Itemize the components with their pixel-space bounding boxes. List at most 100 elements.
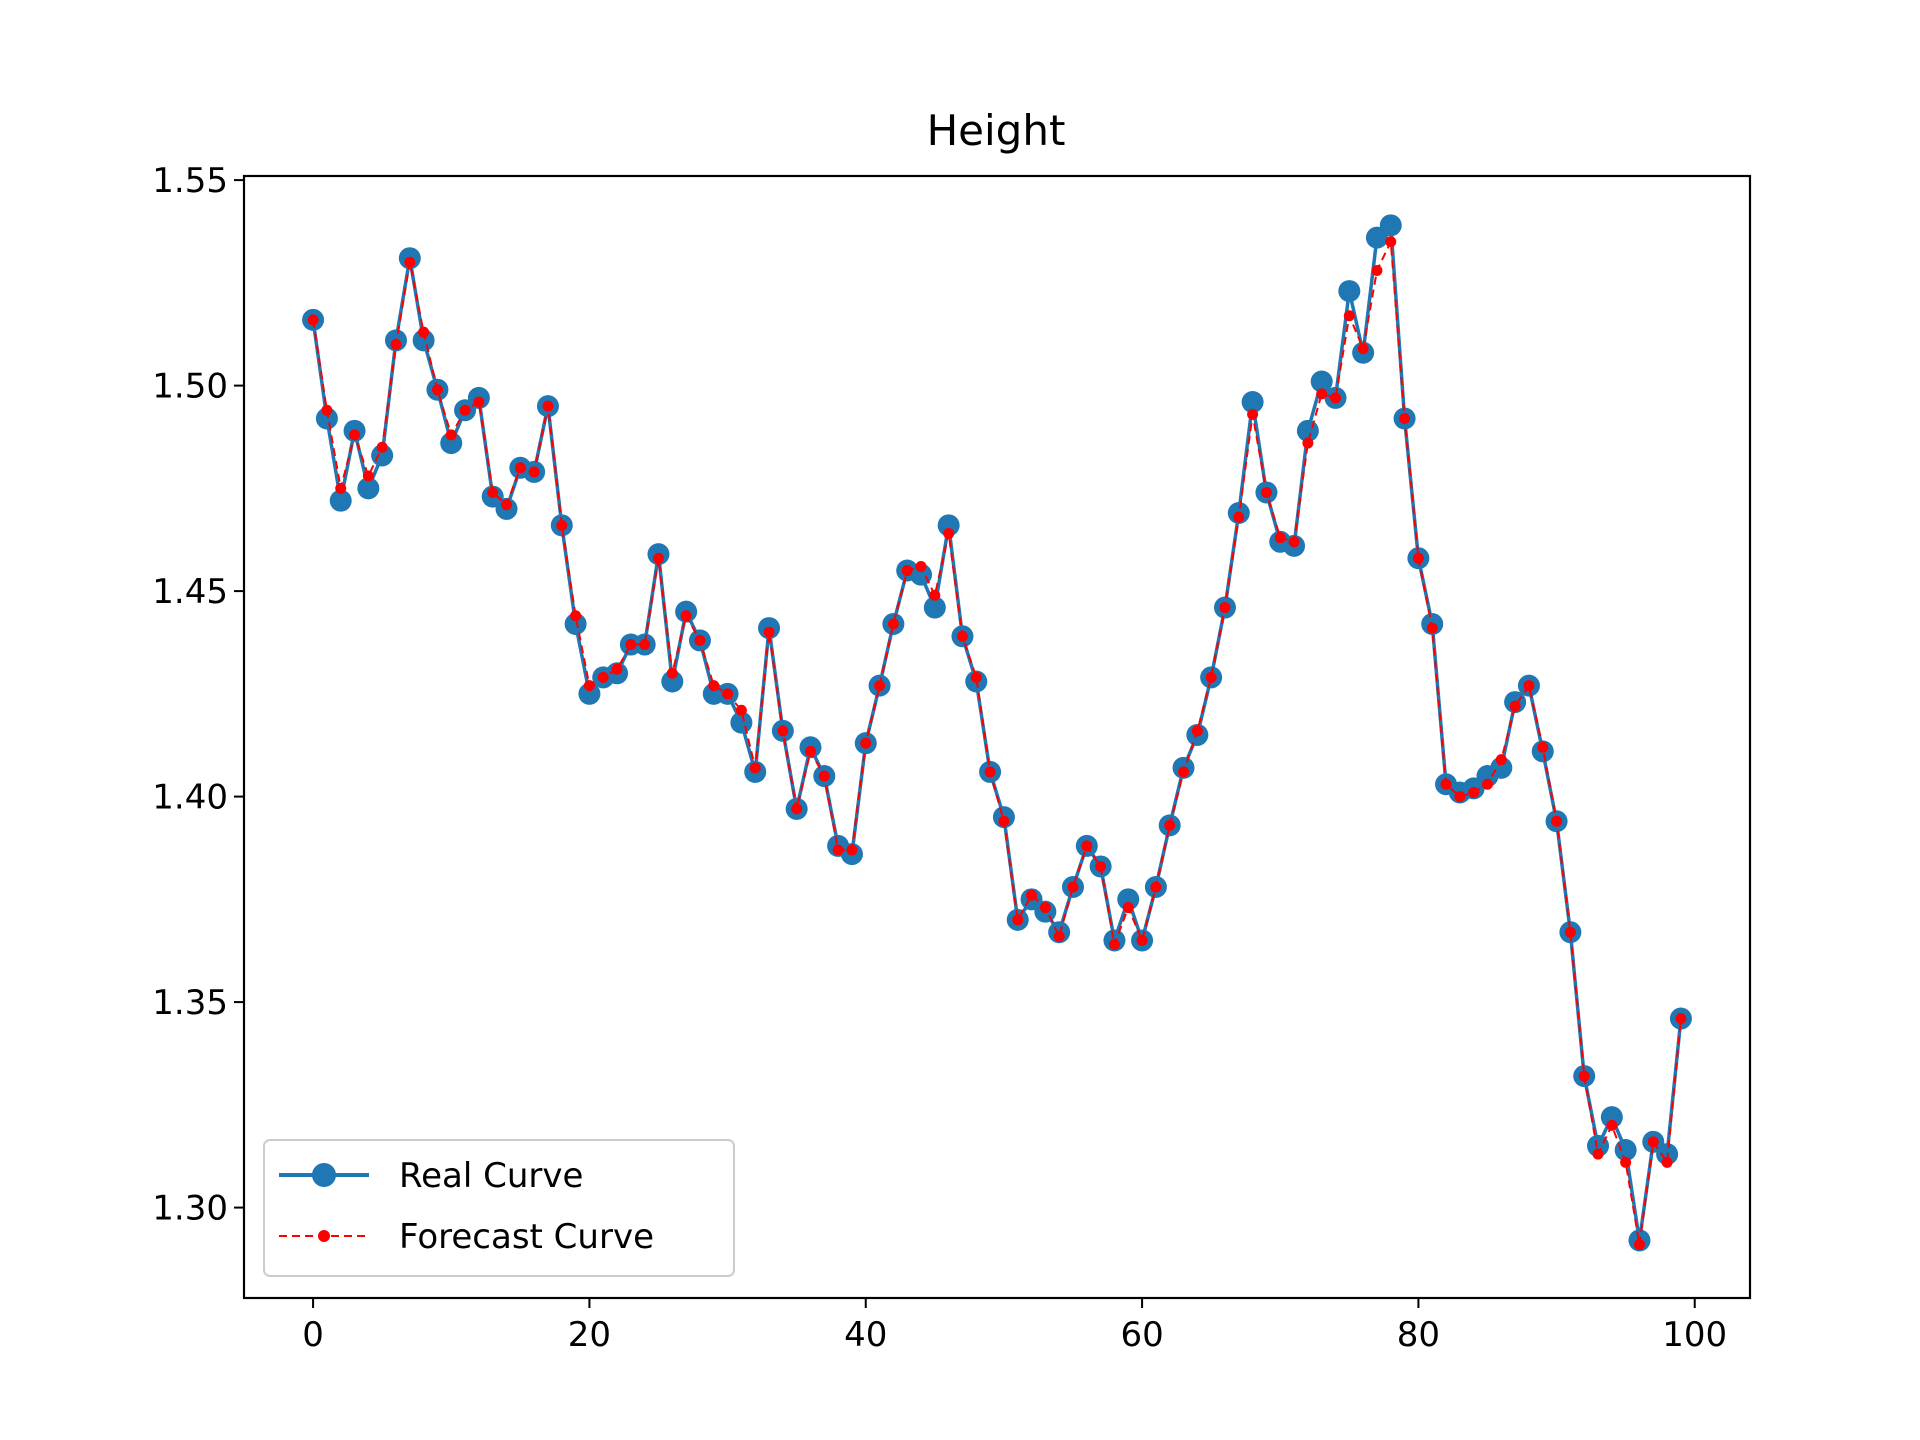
- forecast-point: [362, 470, 374, 482]
- forecast-point: [625, 639, 637, 651]
- forecast-point: [970, 671, 982, 683]
- real-point: [329, 489, 352, 512]
- forecast-point: [487, 486, 499, 498]
- forecast-point: [1233, 511, 1245, 523]
- forecast-point: [1578, 1070, 1590, 1082]
- forecast-point: [1108, 939, 1120, 951]
- real-point: [578, 682, 601, 705]
- forecast-point: [445, 429, 457, 441]
- forecast-point: [418, 326, 430, 338]
- forecast-point: [307, 314, 319, 326]
- forecast-point: [1191, 725, 1203, 737]
- forecast-point: [1592, 1148, 1604, 1160]
- forecast-point: [1606, 1119, 1618, 1131]
- forecast-point: [1343, 310, 1355, 322]
- forecast-point: [708, 680, 720, 692]
- forecast-point: [1468, 786, 1480, 798]
- forecast-point: [722, 688, 734, 700]
- forecast-point: [1537, 741, 1549, 753]
- x-tick-label: 60: [1120, 1315, 1163, 1355]
- y-tick-label: 1.30: [152, 1189, 228, 1229]
- forecast-point: [1509, 700, 1521, 712]
- forecast-point: [915, 560, 927, 572]
- forecast-point: [335, 482, 347, 494]
- forecast-point: [1012, 914, 1024, 926]
- forecast-point: [1274, 532, 1286, 544]
- forecast-point: [1205, 671, 1217, 683]
- real-point: [564, 612, 587, 635]
- real-point: [1117, 888, 1140, 911]
- forecast-point: [1026, 889, 1038, 901]
- legend-real-label: Real Curve: [399, 1156, 583, 1196]
- forecast-point: [473, 396, 485, 408]
- forecast-point: [1288, 536, 1300, 548]
- y-tick-label: 1.45: [152, 572, 228, 612]
- forecast-point: [404, 256, 416, 268]
- forecast-point: [1330, 392, 1342, 404]
- forecast-point: [1426, 622, 1438, 634]
- y-tick-label: 1.35: [152, 983, 228, 1023]
- forecast-point: [749, 762, 761, 774]
- legend-real-marker: [312, 1163, 336, 1187]
- forecast-point: [570, 610, 582, 622]
- real-point: [1310, 370, 1333, 393]
- forecast-point: [652, 552, 664, 564]
- forecast-point: [1412, 552, 1424, 564]
- legend: Real Curve Forecast Curve: [263, 1139, 735, 1277]
- forecast-point: [1136, 934, 1148, 946]
- forecast-point: [1481, 778, 1493, 790]
- forecast-point: [763, 626, 775, 638]
- forecast-point: [639, 639, 651, 651]
- forecast-point: [1095, 860, 1107, 872]
- forecast-point: [1523, 680, 1535, 692]
- x-tick-label: 100: [1662, 1315, 1727, 1355]
- y-tick-label: 1.55: [152, 161, 228, 201]
- forecast-point: [1661, 1156, 1673, 1168]
- forecast-point: [1357, 343, 1369, 355]
- forecast-point: [1150, 881, 1162, 893]
- forecast-point: [431, 384, 443, 396]
- forecast-point: [998, 815, 1010, 827]
- forecast-point: [1495, 754, 1507, 766]
- real-point: [1379, 214, 1402, 237]
- real-point: [412, 329, 435, 352]
- forecast-point: [666, 667, 678, 679]
- real-point: [315, 407, 338, 430]
- forecast-point: [514, 462, 526, 474]
- forecast-point: [1371, 265, 1383, 277]
- forecast-point: [694, 634, 706, 646]
- forecast-point: [1067, 881, 1079, 893]
- real-point: [357, 477, 380, 500]
- real-point: [1338, 280, 1361, 303]
- forecast-point: [1564, 926, 1576, 938]
- forecast-point: [528, 466, 540, 478]
- real-point: [1241, 391, 1264, 414]
- x-tick-label: 40: [844, 1315, 887, 1355]
- x-tick-label: 0: [302, 1315, 324, 1355]
- forecast-point: [1647, 1136, 1659, 1148]
- forecast-point: [583, 680, 595, 692]
- real-point: [923, 596, 946, 619]
- legend-forecast-label: Forecast Curve: [399, 1217, 654, 1257]
- real-point: [440, 432, 463, 455]
- forecast-point: [1316, 388, 1328, 400]
- forecast-point: [501, 499, 513, 511]
- series-line-forecast: [312, 237, 1682, 1245]
- forecast-point: [321, 404, 333, 416]
- real-point: [730, 711, 753, 734]
- real-point: [1600, 1106, 1623, 1129]
- forecast-point: [1219, 602, 1231, 614]
- forecast-point: [956, 630, 968, 642]
- y-tick-label: 1.40: [152, 778, 228, 818]
- forecast-point: [818, 770, 830, 782]
- x-axis: 0 20 40 60 80 100: [302, 1298, 1727, 1355]
- plot-frame: [242, 174, 1752, 1300]
- forecast-point: [1440, 778, 1452, 790]
- plot-area: [302, 214, 1692, 1252]
- forecast-point: [459, 404, 471, 416]
- y-tick-label: 1.50: [152, 367, 228, 407]
- forecast-point: [1399, 412, 1411, 424]
- forecast-point: [680, 610, 692, 622]
- forecast-point: [1302, 437, 1314, 449]
- forecast-point: [1053, 930, 1065, 942]
